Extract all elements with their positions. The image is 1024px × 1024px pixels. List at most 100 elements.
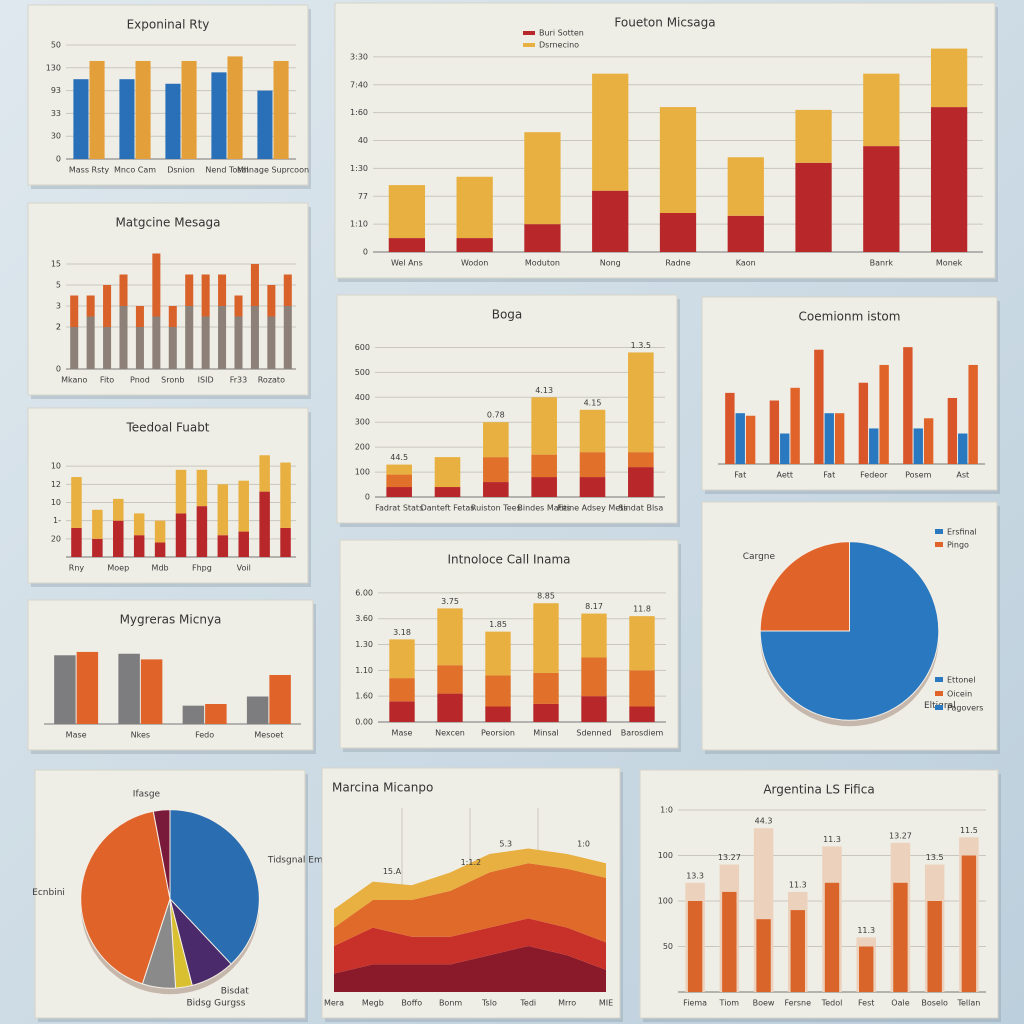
bar [923, 418, 934, 464]
area [334, 918, 606, 974]
bar [211, 72, 227, 159]
bar [259, 455, 270, 492]
x-tick-label: Fedo [195, 731, 214, 740]
bar [280, 462, 291, 528]
bar [628, 352, 654, 453]
chart-title: Argentina LS Fifica [763, 783, 874, 797]
x-tick-label: Mase [392, 729, 413, 738]
x-tick-label: Boffo [401, 999, 422, 1008]
x-tick-label: Boselo [921, 999, 948, 1008]
slice-label: Ecnbini [32, 888, 65, 898]
bar [725, 392, 735, 464]
bar [579, 452, 606, 478]
bar [790, 910, 805, 992]
x-tick-label: Dsnion [167, 166, 195, 175]
bar [389, 678, 415, 702]
x-tick-label: Ast [956, 471, 969, 480]
x-tick-label: Tslo [481, 999, 497, 1008]
bar [71, 527, 82, 557]
bar-label: 11.5 [960, 826, 978, 835]
bar [238, 531, 249, 557]
bar [217, 484, 229, 536]
x-tick-label: MIE [599, 999, 613, 1008]
y-tick-label: 6.00 [355, 588, 373, 597]
y-tick-label: 200 [355, 443, 370, 452]
bar-label: 11.3 [789, 880, 807, 889]
annotation: Ettonel [947, 676, 975, 685]
chart-title: Marcina Micanpo [332, 781, 433, 795]
bar [250, 264, 259, 306]
x-tick-label: Moep [107, 564, 129, 573]
x-tick-label: Rny [69, 564, 85, 573]
x-tick-label: Pnod [130, 376, 150, 385]
x-tick-label: Mera [324, 999, 344, 1008]
x-tick-label: Aett [776, 471, 793, 480]
bar [168, 327, 177, 369]
bar [893, 882, 908, 992]
bar [267, 285, 276, 317]
bar [133, 513, 145, 536]
chart-title: Intnoloce Call Inama [447, 553, 570, 567]
y-tick-label: 0 [56, 155, 61, 164]
legend-swatch [523, 43, 535, 47]
bar [434, 457, 461, 488]
bar [389, 639, 415, 679]
bar [687, 901, 703, 992]
bar [280, 527, 291, 557]
bar [154, 542, 166, 557]
x-tick-label: Wodon [461, 259, 488, 268]
y-tick-label: 600 [355, 343, 370, 352]
x-tick-label: Moduton [525, 259, 560, 268]
y-tick-label: 1- [53, 516, 61, 525]
bar [629, 706, 655, 722]
y-tick-label: 1:30 [350, 164, 368, 173]
bar [524, 132, 561, 225]
bar-label: 1.3.5 [631, 341, 651, 350]
bar [175, 513, 187, 557]
annotation: 1:1.2 [461, 858, 482, 867]
bar [958, 433, 968, 464]
bar [119, 306, 128, 369]
y-tick-label: 0 [365, 493, 370, 502]
bar-label: 44.5 [390, 453, 408, 462]
bar-label: 4.15 [584, 398, 602, 407]
y-tick-label: 30 [51, 132, 61, 141]
bar [218, 306, 227, 369]
x-tick-label: Fat [823, 471, 835, 480]
bar [92, 509, 103, 539]
bar [152, 316, 161, 369]
x-tick-label: Fest [858, 999, 874, 1008]
x-tick-label: Fr33 [230, 376, 248, 385]
bar [135, 306, 144, 327]
bar [863, 146, 900, 252]
bar-label: 13.27 [718, 853, 741, 862]
x-tick-label: Fedeor [860, 471, 888, 480]
bar [238, 480, 249, 532]
y-tick-label: 1.60 [355, 692, 373, 701]
bar [795, 109, 832, 163]
bar-label: 11.3 [857, 926, 875, 935]
bar [745, 415, 756, 464]
annotation: Pingo [947, 541, 969, 550]
x-tick-label: Barosdiem [621, 729, 664, 738]
x-tick-label: Bindes Mates [517, 504, 571, 513]
x-tick-label: Sdenned [576, 729, 611, 738]
x-tick-label: Danteft Fetas [421, 504, 475, 513]
bar [386, 474, 412, 488]
bar [118, 653, 140, 724]
bar [386, 487, 412, 497]
bar [485, 675, 511, 707]
x-tick-label: Mass Rsty [69, 166, 110, 175]
y-tick-label: 300 [355, 418, 370, 427]
chart-title: Boga [492, 308, 523, 322]
bar [175, 469, 187, 514]
chart-title: Coemionm istom [799, 310, 901, 324]
bar [722, 891, 737, 992]
x-tick-label: Posem [905, 471, 932, 480]
annotation: Oicein [947, 690, 972, 699]
x-tick-label: Fat [734, 471, 746, 480]
x-tick-label: Ruiston Tees [471, 504, 521, 513]
bar [73, 79, 89, 159]
bar-label: 13.3 [686, 871, 704, 880]
bar [168, 306, 177, 327]
